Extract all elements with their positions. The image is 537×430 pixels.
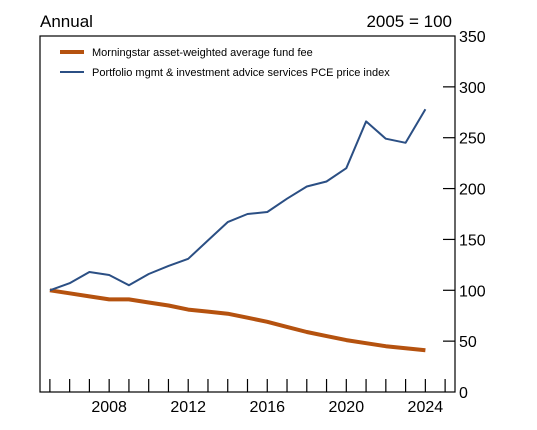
- x-tick-label: 2008: [91, 399, 127, 416]
- y-tick-label: 250: [459, 131, 486, 148]
- y-tick-label: 100: [459, 283, 486, 300]
- y-tick-label: 350: [459, 29, 486, 46]
- x-tick-label: 2012: [170, 399, 206, 416]
- y-tick-label: 300: [459, 80, 486, 97]
- x-tick-label: 2020: [329, 399, 365, 416]
- y-tick-label: 0: [459, 385, 468, 402]
- y-tick-label: 50: [459, 334, 477, 351]
- y-tick-label: 200: [459, 182, 486, 199]
- series-line-fee: [49, 288, 426, 353]
- legend-label-fee: Morningstar asset-weighted average fund …: [92, 47, 313, 59]
- legend: Morningstar asset-weighted average fund …: [60, 47, 390, 79]
- y-axis: 0 50 100 150 200 250 300 350: [443, 29, 486, 402]
- x-tick-label: 2016: [249, 399, 285, 416]
- x-tick-label: 2024: [408, 399, 444, 416]
- left-note: Annual: [40, 12, 93, 31]
- series-layer: [49, 108, 427, 353]
- series-line-pce: [49, 108, 427, 292]
- y-tick-label: 150: [459, 232, 486, 249]
- right-note: 2005 = 100: [366, 12, 452, 31]
- legend-label-pce: Portfolio mgmt & investment advice servi…: [92, 67, 390, 79]
- x-axis: 2008 2012 2016 2020 2024: [49, 379, 446, 416]
